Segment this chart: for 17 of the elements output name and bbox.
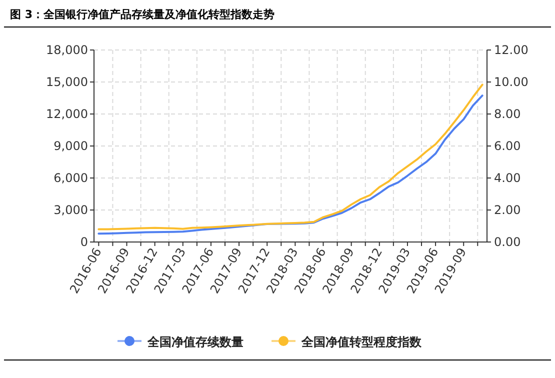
y2-tick-label: 12.00 (494, 43, 528, 57)
y-tick-label: 18,000 (46, 43, 88, 57)
chart-title: 图 3：全国银行净值产品存续量及净值化转型指数走势 (10, 8, 274, 21)
legend-label: 全国净值存续数量 (146, 335, 244, 349)
y2-tick-label: 8.00 (494, 107, 521, 121)
y-tick-label: 9,000 (54, 139, 88, 153)
y2-tick-label: 6.00 (494, 139, 521, 153)
y2-tick-label: 10.00 (494, 75, 528, 89)
y2-tick-label: 0.00 (494, 235, 521, 249)
y2-tick-label: 4.00 (494, 171, 521, 185)
y2-tick-label: 2.00 (494, 203, 521, 217)
y-tick-label: 6,000 (54, 171, 88, 185)
y-tick-label: 12,000 (46, 107, 88, 121)
y-tick-label: 15,000 (46, 75, 88, 89)
y-tick-label: 3,000 (54, 203, 88, 217)
y-tick-label: 0 (80, 235, 88, 249)
legend-label: 全国净值转型程度指数 (300, 335, 422, 349)
